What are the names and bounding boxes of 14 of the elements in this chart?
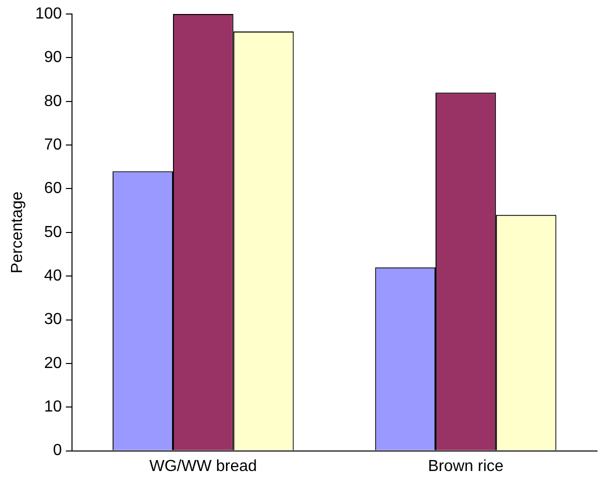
y-tick-label: 90 bbox=[44, 49, 62, 66]
y-tick-label: 10 bbox=[44, 398, 62, 416]
x-tick-label: Brown rice bbox=[428, 458, 504, 475]
y-tick-label: 30 bbox=[44, 311, 62, 328]
y-tick-label: 0 bbox=[52, 442, 62, 460]
y-tick-label: 80 bbox=[44, 92, 62, 110]
y-tick-label: 70 bbox=[44, 136, 62, 154]
y-tick-label: 100 bbox=[35, 5, 62, 22]
x-tick-label: WG/WW bread bbox=[149, 458, 257, 475]
y-axis-title: Percentage bbox=[9, 191, 26, 274]
y-tick-label: 40 bbox=[44, 267, 62, 284]
y-tick-label: 60 bbox=[44, 180, 62, 198]
y-tick-label: 20 bbox=[44, 354, 62, 372]
y-tick-label: 50 bbox=[44, 224, 62, 241]
